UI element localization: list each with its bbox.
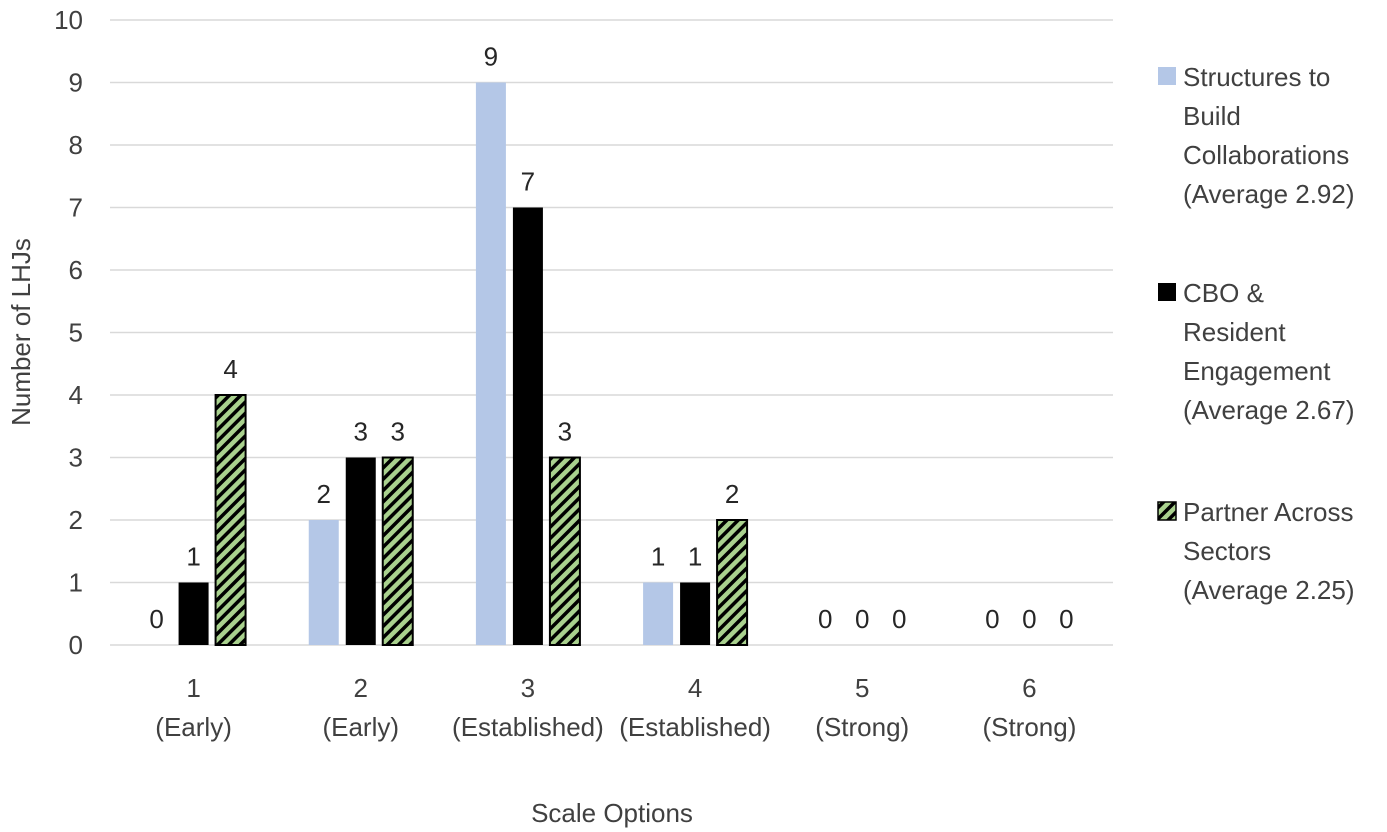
bar-series-3-cat-3 [548,456,581,646]
y-tick-label: 2 [69,505,83,535]
x-tick-number: 6 [1022,673,1036,703]
data-label-series-2-cat-5: 0 [855,604,869,634]
legend-label-2: Resident [1183,317,1286,347]
bar-series-1-cat-2 [308,520,339,645]
data-label-series-3-cat-2: 3 [391,417,405,447]
bars [178,82,749,646]
y-axis-title: Number of LHJs [6,238,36,426]
bar-series-2-cat-1 [178,582,209,645]
x-tick-label: (Strong) [815,712,909,742]
data-label-series-1-cat-3: 9 [484,42,498,72]
legend-label-2: CBO & [1183,278,1264,308]
legend-label-3: (Average 2.25) [1183,575,1355,605]
y-tick-label: 7 [69,193,83,223]
bar-series-1-cat-3 [475,82,506,645]
y-tick-label: 9 [69,68,83,98]
data-label-series-1-cat-4: 1 [651,542,665,572]
legend-label-1: Build [1183,101,1241,131]
legend-swatch-2 [1158,283,1176,301]
x-tick-number: 2 [354,673,368,703]
legend-swatch-3 [1157,501,1177,521]
bar-series-2-cat-2 [345,457,376,645]
legend: Structures to Build Collaborations (Average… [1157,62,1355,605]
x-tick-label: (Early) [322,712,399,742]
data-label-series-2-cat-6: 0 [1022,604,1036,634]
data-label-series-3-cat-4: 2 [725,479,739,509]
legend-label-1: Collaborations [1183,140,1349,170]
legend-label-2: (Average 2.67) [1183,395,1355,425]
gridlines [110,19,1113,646]
legend-label-3: Partner Across [1183,497,1354,527]
legend-swatch-1 [1158,67,1176,85]
legend-label-3: Sectors [1183,536,1271,566]
data-label-series-3-cat-5: 0 [892,604,906,634]
legend-label-1: (Average 2.92) [1183,179,1355,209]
y-tick-label: 5 [69,318,83,348]
x-axis-ticks: 1 (Early) 2 (Early) 3 (Established) 4 (Establis… [155,673,1076,742]
y-axis-ticks: 0 1 2 3 4 5 6 7 8 9 10 [54,5,83,660]
x-tick-label: (Early) [155,712,232,742]
data-label-series-1-cat-5: 0 [818,604,832,634]
y-tick-label: 8 [69,130,83,160]
bar-series-2-cat-4 [680,582,711,645]
bar-series-1-cat-4 [643,582,674,645]
y-tick-label: 6 [69,255,83,285]
bar-series-2-cat-3 [512,207,543,645]
bar-series-3-cat-1 [214,394,247,646]
x-tick-number: 1 [186,673,200,703]
x-tick-label: (Established) [452,712,604,742]
data-label-series-2-cat-3: 7 [521,167,535,197]
data-label-series-3-cat-6: 0 [1059,604,1073,634]
y-tick-label: 4 [69,380,83,410]
legend-label-2: Engagement [1183,356,1331,386]
data-label-series-2-cat-4: 1 [688,542,702,572]
x-tick-number: 3 [521,673,535,703]
x-tick-label: (Strong) [982,712,1076,742]
bar-series-3-cat-4 [716,519,749,646]
data-label-series-1-cat-6: 0 [985,604,999,634]
data-label-series-2-cat-1: 1 [186,542,200,572]
x-tick-number: 5 [855,673,869,703]
x-tick-label: (Established) [619,712,771,742]
data-label-series-1-cat-2: 2 [317,479,331,509]
y-tick-label: 0 [69,630,83,660]
y-tick-label: 10 [54,5,83,35]
x-axis-title: Scale Options [531,798,693,828]
data-label-series-3-cat-1: 4 [223,354,237,384]
y-tick-label: 3 [69,443,83,473]
bar-series-3-cat-2 [381,456,414,646]
data-label-series-3-cat-3: 3 [558,417,572,447]
data-label-series-1-cat-1: 0 [149,604,163,634]
y-tick-label: 1 [69,568,83,598]
data-label-series-2-cat-2: 3 [354,417,368,447]
x-tick-number: 4 [688,673,702,703]
legend-label-1: Structures to [1183,62,1330,92]
